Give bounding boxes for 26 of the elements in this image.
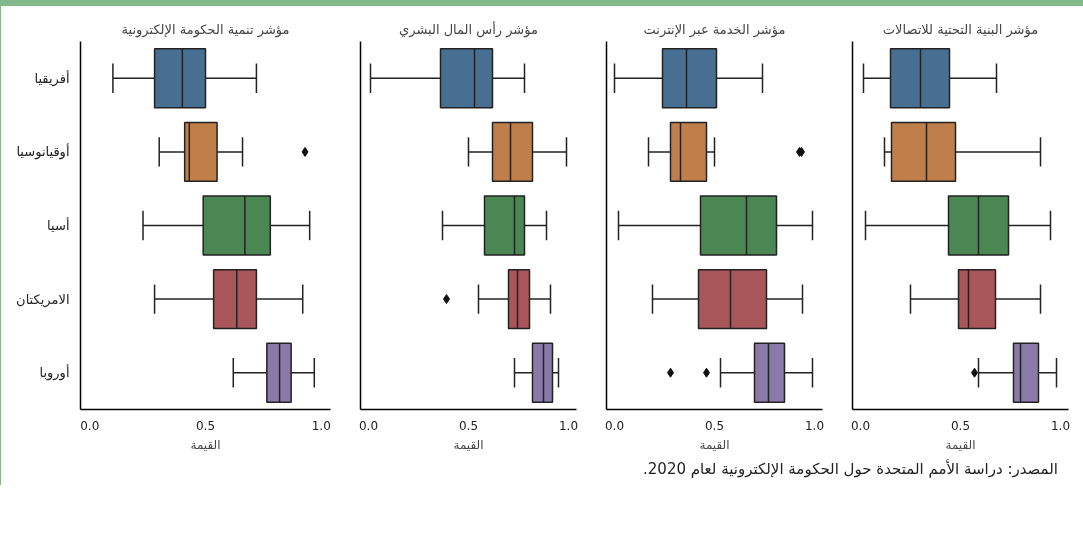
chart-title: مؤشر تنمية الحكومة الإلكترونية (121, 21, 290, 38)
x-tick-label: 0.5 (950, 418, 971, 433)
x-tick-label: 0.5 (704, 418, 725, 433)
text: المصدر: دراسة الأمم المتحدة حول الحكومة الإلكترونية لعام 2020. (643, 459, 1058, 480)
y-tick-label: أسيا (47, 217, 70, 233)
x-tick-label: 0.0 (850, 418, 871, 433)
x-axis-title: القيمة (945, 437, 976, 452)
y-tick-label: أوروبا (39, 364, 70, 382)
x-tick-label: 0.0 (604, 418, 625, 433)
x-tick-label: 0.5 (458, 418, 479, 433)
y-tick-label: أوقيانوسيا (16, 143, 70, 161)
chart-title: مؤشر رأس المال البشري (399, 20, 538, 38)
x-tick-label: 0.5 (195, 418, 216, 433)
x-tick-label: 1.0 (311, 418, 331, 433)
chart-title: مؤشر الخدمة عبر الإنترنت (643, 21, 786, 38)
x-axis-title: القيمة (699, 437, 730, 452)
x-tick-label: 0.0 (80, 418, 100, 433)
x-tick-label: 0.0 (358, 418, 379, 433)
x-tick-label: 1.0 (804, 418, 825, 433)
y-tick-label: أفريقيا (34, 69, 70, 87)
y-tick-label: الامريكتان (16, 291, 70, 308)
x-axis-title: القيمة (190, 437, 221, 452)
chart-title: مؤشر البنية التحتية للاتصالات (882, 21, 1039, 38)
x-tick-label: 1.0 (558, 418, 579, 433)
x-axis-title: القيمة (453, 437, 484, 452)
x-tick-label: 1.0 (1050, 418, 1071, 433)
